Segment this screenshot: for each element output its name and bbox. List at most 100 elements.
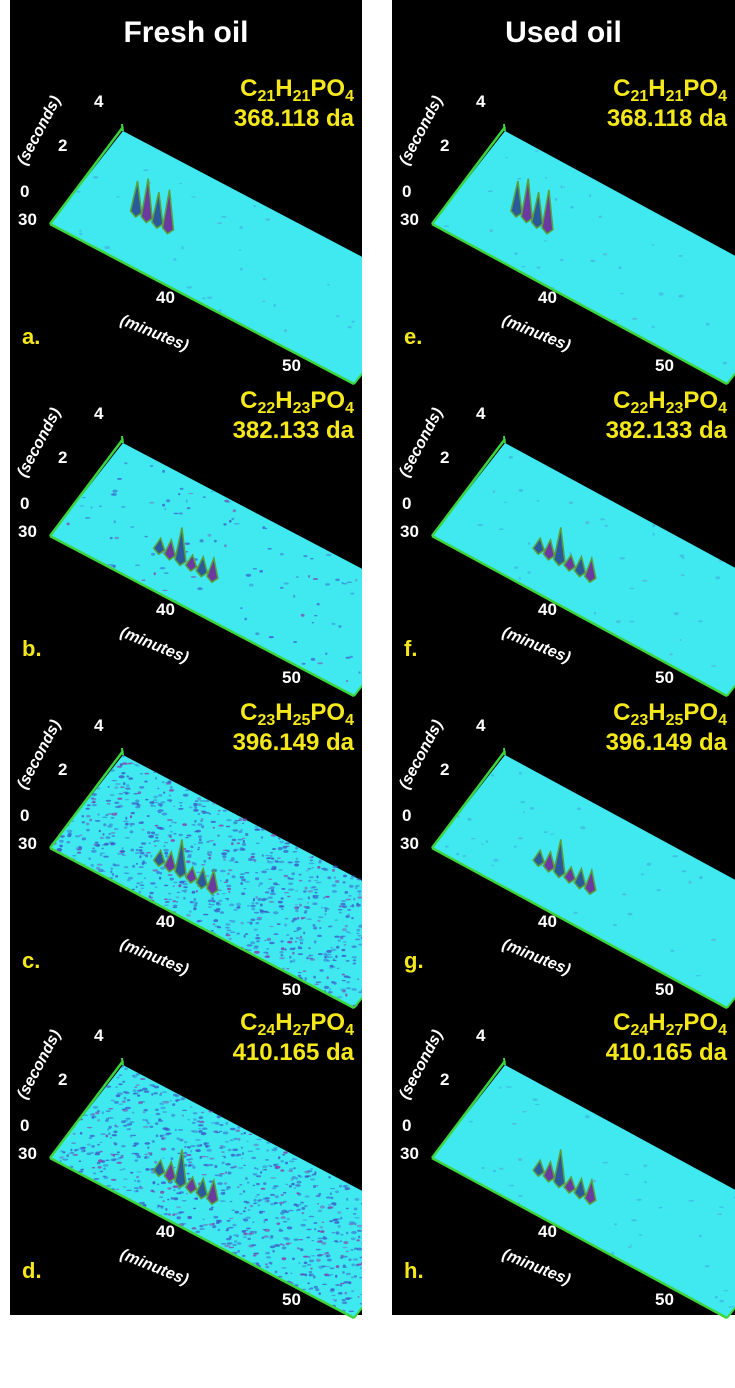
noise-speck — [275, 1195, 279, 1198]
x-tick-30: 30 — [400, 834, 419, 854]
noise-speck — [226, 879, 229, 882]
noise-speck — [298, 972, 302, 973]
molecular-mass: 382.133 da — [233, 416, 354, 446]
noise-speck — [264, 940, 266, 941]
noise-speck — [59, 845, 63, 848]
noise-speck — [323, 897, 325, 900]
noise-speck — [285, 846, 289, 848]
noise-speck — [113, 1158, 119, 1160]
noise-speck — [265, 955, 270, 958]
noise-speck — [342, 980, 346, 982]
noise-speck — [323, 959, 328, 962]
noise-speck — [243, 1236, 247, 1238]
noise-speck — [182, 883, 188, 885]
noise-speck — [303, 890, 307, 893]
noise-speck — [280, 587, 284, 589]
noise-speck — [151, 553, 155, 556]
noise-speck — [229, 904, 234, 907]
x-tick-50: 50 — [655, 980, 674, 1000]
noise-speck — [124, 873, 130, 874]
noise-speck — [196, 890, 198, 893]
noise-speck — [137, 1095, 140, 1097]
noise-speck — [299, 1239, 304, 1240]
noise-speck — [234, 523, 240, 524]
noise-speck — [273, 911, 279, 914]
noise-speck — [715, 1296, 718, 1299]
noise-speck — [106, 836, 111, 839]
noise-speck — [136, 765, 140, 767]
noise-speck — [344, 975, 349, 977]
noise-speck — [256, 1139, 262, 1141]
noise-speck — [276, 1223, 280, 1225]
noise-speck — [144, 1154, 148, 1156]
noise-speck — [122, 755, 124, 758]
noise-speck — [150, 855, 152, 858]
y-tick-4: 4 — [94, 92, 103, 112]
noise-speck — [332, 623, 336, 625]
noise-speck — [124, 1097, 127, 1100]
noise-speck — [179, 1191, 184, 1193]
noise-speck — [102, 817, 108, 818]
noise-speck — [332, 1232, 336, 1233]
noise-speck — [318, 1210, 322, 1213]
noise-speck — [187, 1173, 190, 1175]
noise-speck — [350, 1249, 353, 1251]
noise-speck — [205, 1145, 210, 1148]
noise-speck — [324, 986, 329, 989]
noise-speck — [139, 891, 141, 894]
noise-speck — [351, 988, 357, 991]
noise-speck — [259, 882, 262, 884]
noise-speck — [527, 571, 530, 574]
noise-speck — [122, 847, 124, 849]
noise-speck — [232, 1149, 238, 1152]
noise-speck — [346, 1208, 349, 1209]
noise-speck — [73, 1133, 76, 1135]
noise-speck — [101, 848, 104, 850]
noise-speck — [270, 852, 273, 853]
noise-speck — [141, 821, 144, 824]
noise-speck — [149, 502, 155, 504]
noise-speck — [143, 862, 147, 864]
noise-speck — [265, 1252, 270, 1255]
noise-speck — [310, 1268, 313, 1270]
formula-text: C21H21PO4 — [613, 75, 727, 102]
noise-speck — [190, 1158, 193, 1160]
noise-speck — [334, 1218, 340, 1220]
noise-speck — [342, 974, 345, 976]
noise-speck — [271, 1149, 277, 1152]
noise-speck — [105, 1085, 111, 1087]
noise-speck — [134, 1087, 137, 1088]
noise-speck — [613, 924, 617, 926]
noise-speck — [337, 996, 343, 998]
noise-speck — [356, 1239, 359, 1241]
noise-speck — [147, 831, 151, 834]
noise-speck — [254, 1199, 257, 1202]
noise-speck — [129, 1121, 135, 1123]
noise-speck — [92, 1167, 95, 1168]
noise-speck — [304, 1274, 307, 1277]
noise-speck — [273, 304, 276, 307]
y-tick-2: 2 — [440, 1070, 449, 1090]
noise-speck — [338, 1292, 343, 1295]
noise-speck — [293, 1239, 298, 1241]
noise-speck — [87, 804, 91, 806]
noise-speck — [291, 872, 295, 875]
noise-speck — [302, 663, 306, 665]
noise-speck — [117, 478, 122, 480]
noise-speck — [284, 875, 289, 877]
noise-speck — [226, 819, 231, 821]
noise-speck — [628, 1246, 631, 1248]
noise-speck — [261, 836, 263, 839]
noise-speck — [261, 871, 267, 874]
noise-speck — [521, 801, 526, 803]
noise-speck — [244, 1207, 246, 1210]
noise-speck — [228, 1187, 231, 1189]
x-tick-30: 30 — [18, 522, 37, 542]
noise-speck — [213, 1225, 217, 1228]
noise-speck — [226, 826, 230, 827]
noise-speck — [231, 518, 234, 520]
noise-speck — [281, 1216, 286, 1219]
noise-speck — [267, 1199, 270, 1202]
noise-speck — [285, 1162, 288, 1165]
